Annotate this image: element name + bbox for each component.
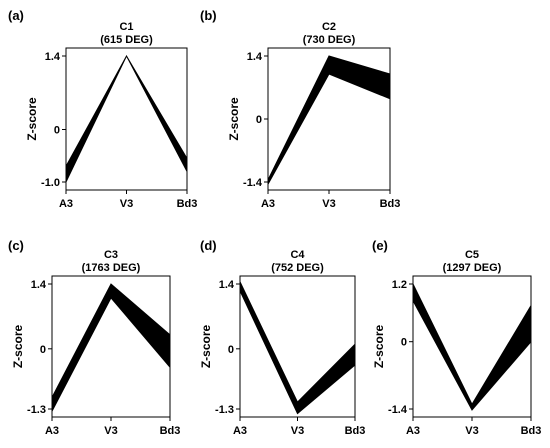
panel-label: (d)	[200, 238, 217, 253]
chart-subtitle: (1763 DEG)	[82, 262, 141, 274]
x-tick-label: Bd3	[380, 198, 401, 210]
x-tick-label: V3	[465, 425, 478, 437]
y-axis-label: Z-score	[199, 325, 213, 369]
y-tick-label: 1.4	[247, 51, 263, 63]
y-tick-label: -1.3	[27, 404, 46, 416]
chart-title: C4	[290, 249, 305, 261]
chart-title: C1	[119, 21, 133, 33]
y-tick-label: -1.3	[215, 404, 234, 416]
chart-panel-5: (e) C5(1297 DEG) 1.2 0 -1.4 A3 V3 Bd3 Z-score	[372, 238, 541, 437]
chart-panel-3: (c) C3(1763 DEG) 1.4 0 -1.3 A3 V3 Bd3 Z-score	[8, 238, 180, 437]
chart-subtitle: (615 DEG)	[100, 34, 153, 46]
plot-frame	[65, 47, 188, 191]
chart-panel-1: (a) C1(615 DEG) 1.4 0 -1.0 A3 V3 Bd3 Z-score	[8, 8, 197, 210]
x-tick-label: A3	[45, 425, 59, 437]
y-axis-label: Z-score	[25, 97, 39, 141]
y-tick-label: 1.4	[219, 279, 235, 291]
x-tick-label: A3	[59, 198, 73, 210]
y-tick-label: -1.0	[41, 177, 60, 189]
x-tick-label: A3	[261, 198, 275, 210]
y-tick-label: 0	[54, 125, 60, 137]
zscore-band	[239, 281, 356, 415]
chart-panel-2: (b) C2(730 DEG) 1.4 0 -1.4 A3 V3 Bd3 Z-score	[200, 8, 400, 210]
y-tick-label: 0	[256, 114, 262, 126]
x-tick-label: Bd3	[521, 425, 542, 437]
chart-subtitle: (730 DEG)	[303, 34, 356, 46]
x-tick-label: Bd3	[160, 425, 181, 437]
x-tick-label: A3	[233, 425, 247, 437]
chart-panel-4: (d) C4(752 DEG) 1.4 0 -1.3 A3 V3 Bd3 Z-score	[199, 238, 365, 437]
chart-title: C2	[322, 21, 336, 33]
x-tick-label: V3	[104, 425, 117, 437]
y-axis-label: Z-score	[227, 97, 241, 141]
y-axis-label: Z-score	[372, 325, 386, 369]
panel-label: (a)	[8, 8, 24, 23]
y-tick-label: 1.4	[31, 279, 47, 291]
y-tick-label: 0	[40, 344, 46, 356]
y-axis-label: Z-score	[11, 325, 25, 369]
panel-label: (b)	[200, 8, 217, 23]
panel-label: (e)	[372, 238, 388, 253]
x-tick-label: A3	[406, 425, 420, 437]
zscore-band	[267, 55, 391, 185]
zscore-band	[51, 283, 171, 412]
chart-title: C3	[104, 249, 118, 261]
y-tick-label: -1.4	[243, 177, 263, 189]
y-tick-label: 0	[228, 344, 234, 356]
x-tick-label: V3	[322, 198, 335, 210]
chart-subtitle: (1297 DEG)	[443, 262, 502, 274]
x-tick-label: V3	[120, 198, 133, 210]
x-tick-label: Bd3	[177, 198, 198, 210]
y-tick-label: 1.4	[45, 51, 61, 63]
zscore-band	[65, 54, 188, 183]
y-tick-label: 1.2	[392, 279, 407, 291]
plot-frame	[239, 275, 356, 418]
chart-title: C5	[465, 249, 479, 261]
x-tick-label: Bd3	[345, 425, 366, 437]
chart-subtitle: (752 DEG)	[271, 262, 324, 274]
panel-label: (c)	[8, 238, 24, 253]
x-tick-label: V3	[291, 425, 304, 437]
y-tick-label: -1.4	[388, 404, 408, 416]
y-tick-label: 0	[401, 337, 407, 349]
zscore-band	[412, 283, 532, 411]
